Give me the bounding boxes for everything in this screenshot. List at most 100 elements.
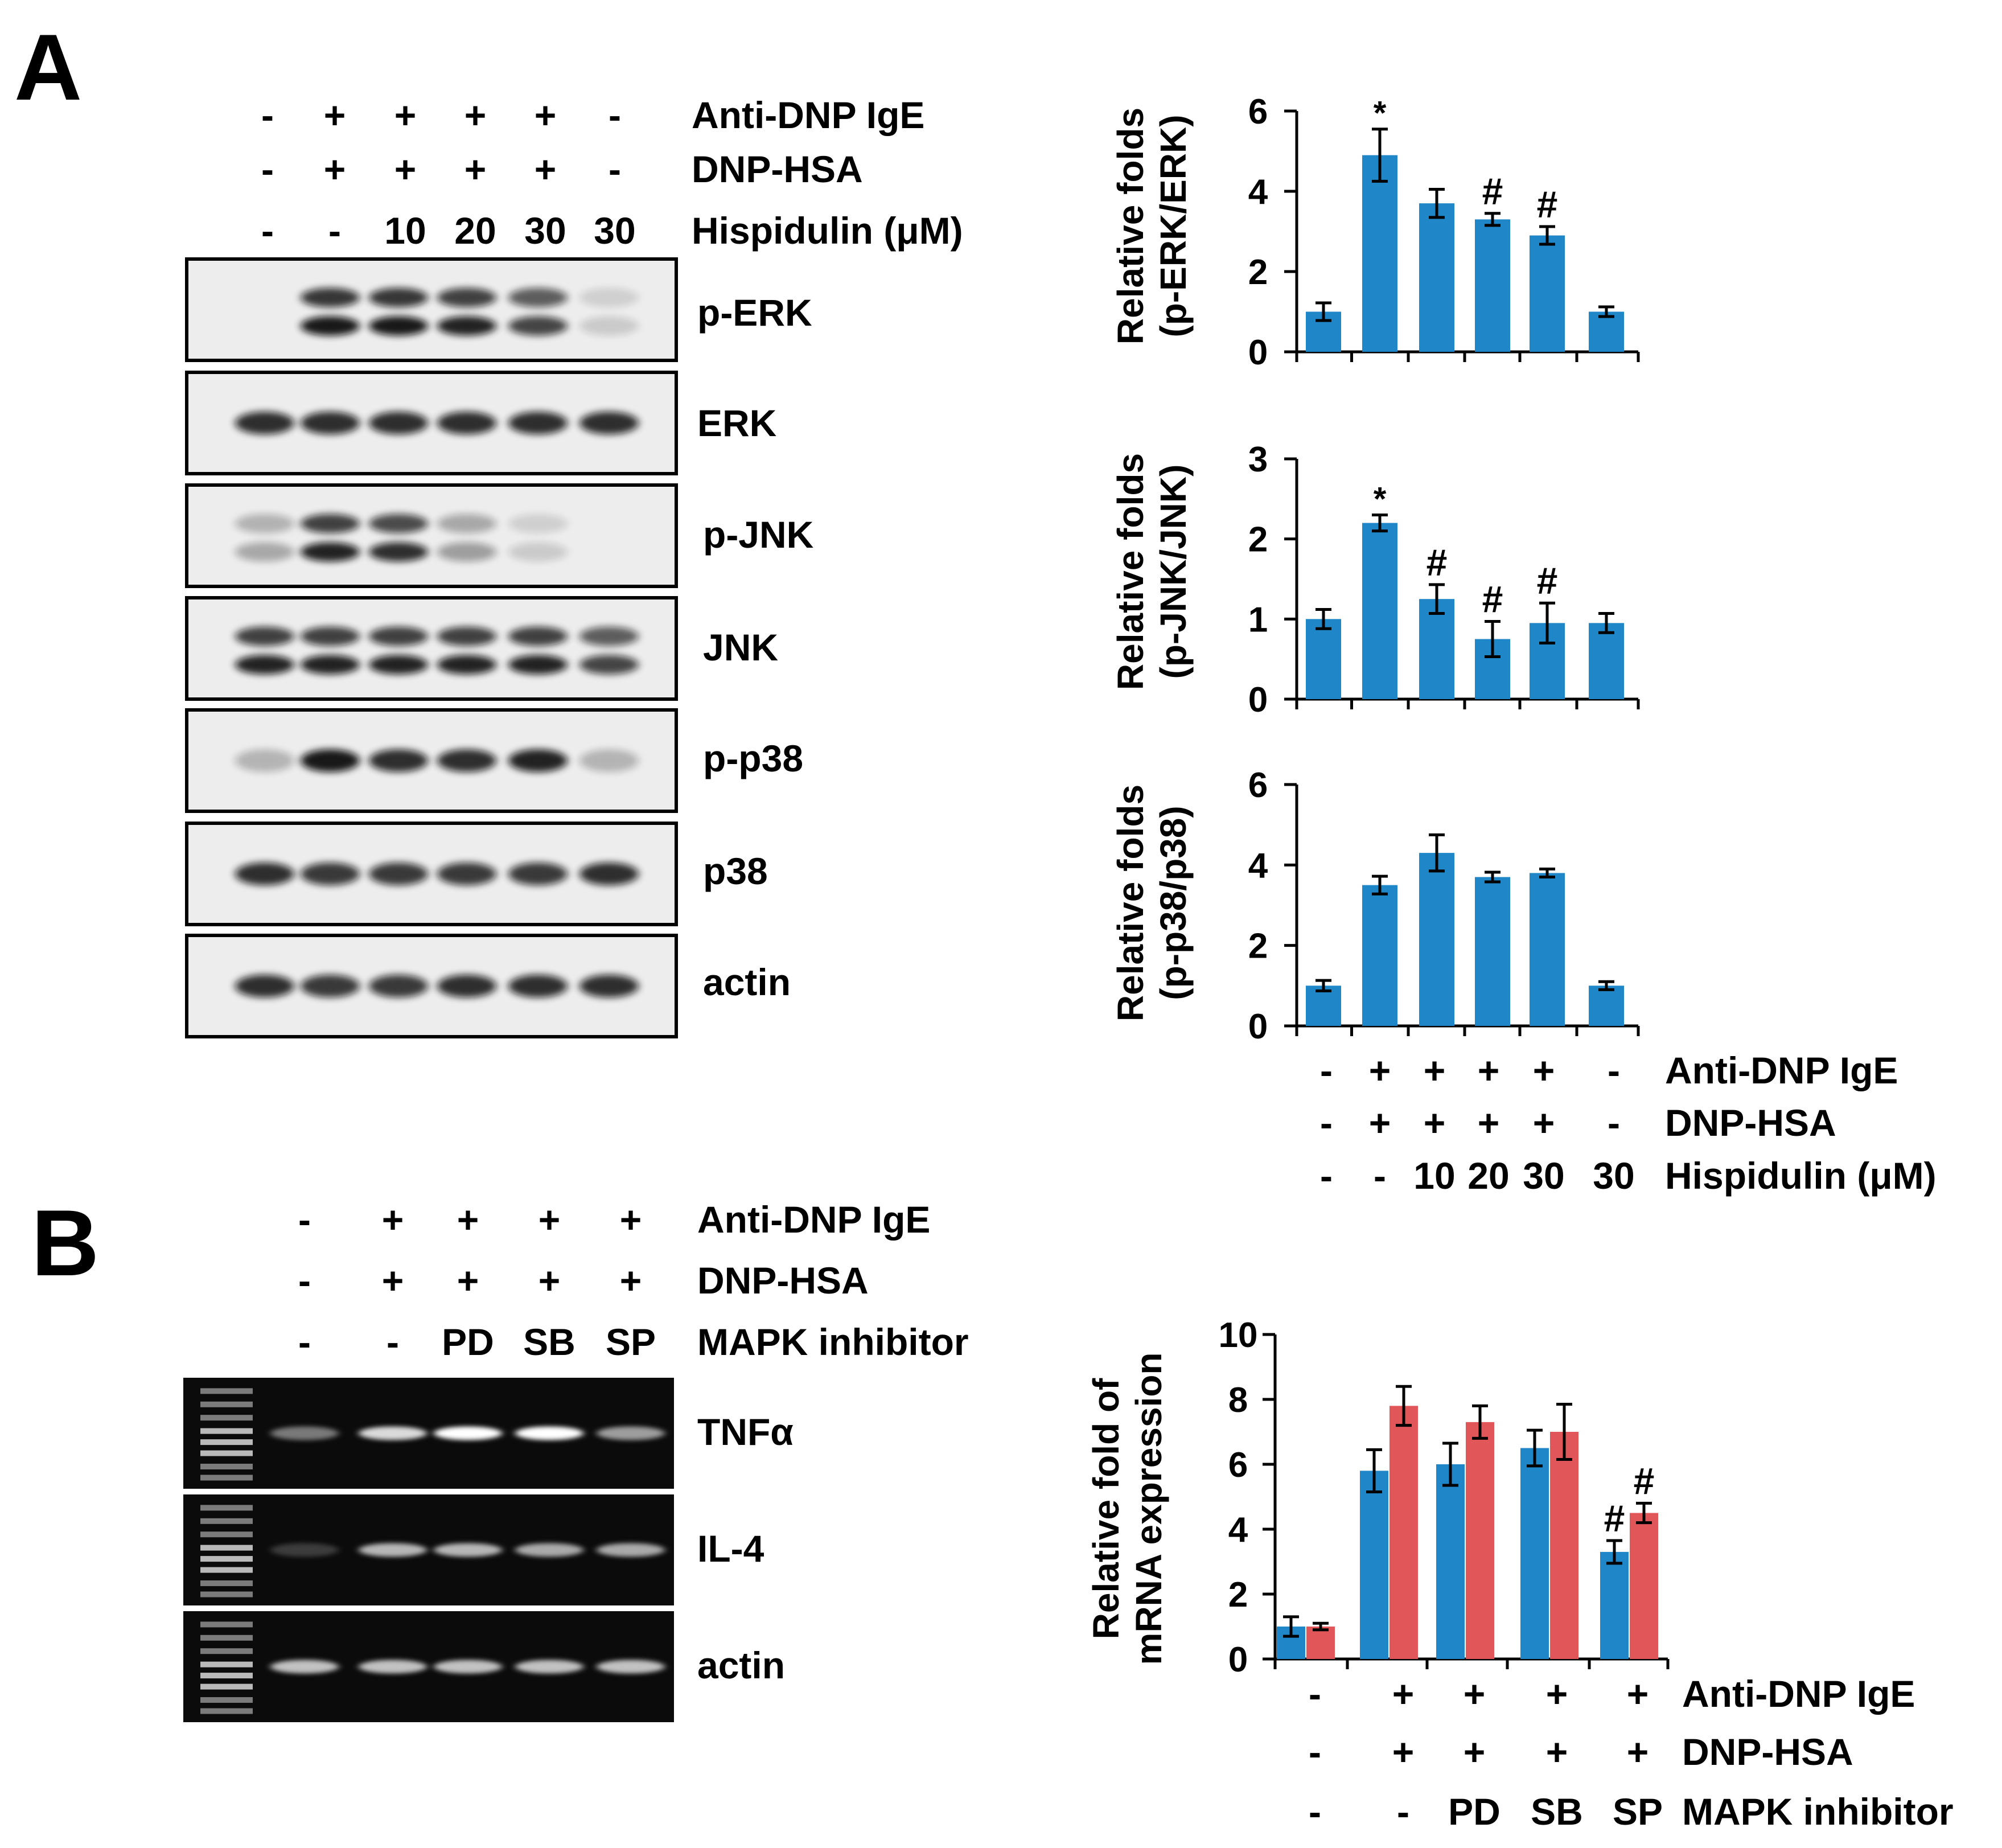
gel-band [434,1543,502,1557]
treatment-value: + [324,148,346,190]
blot-band [369,288,428,307]
blot-band [437,514,496,533]
treatment-value: + [1533,1102,1555,1144]
bar [1390,1406,1418,1659]
blot-band [369,975,428,997]
gel-band [515,1660,583,1674]
bar-chart-mrna: Relative fold of mRNA expression 0 2 4 6 8 10… [1086,1316,1670,1679]
treatment-value: - [609,148,621,190]
blot-band [437,749,496,772]
bar [1589,311,1624,352]
blot-band [301,514,360,533]
gel-ladder-band [200,1518,253,1524]
treatment-value: + [620,1198,642,1241]
blot-band [508,626,568,646]
treatment-value: 10 [1413,1155,1455,1197]
bar [1362,155,1397,352]
blot-label: p-JNK [703,514,814,556]
bar-chart-p-p38: Relative folds (p-p38/p38) 0 2 4 6 [1110,766,1640,1046]
significance-mark: # [1634,1460,1655,1502]
treatment-value: + [535,94,557,136]
treatment-value: + [538,1259,561,1301]
blot-band [235,749,294,772]
blot-band [301,288,360,307]
treatment-value: + [1369,1102,1391,1144]
y-tick-label: 2 [1248,927,1268,966]
significance-mark: # [1482,170,1503,212]
treatment-value: - [261,210,274,252]
y-axis-title: (p-JNK/JNK) [1153,465,1194,679]
gel-ladder-band [200,1415,253,1421]
gel-ladder-band [200,1697,253,1703]
blot-band [437,542,496,562]
gel-frame [183,1611,674,1722]
blot-band [235,412,294,434]
blot-band [369,542,428,562]
blot-band [579,288,639,307]
blot-band [235,863,294,885]
blot-band [301,655,360,675]
treatment-value: PD [442,1321,494,1363]
y-tick-label: 3 [1248,440,1268,479]
gel-ladder-band [200,1505,253,1511]
treatment-value: 30 [594,210,635,252]
treatment-label: Anti-DNP IgE [1682,1673,1915,1715]
treatment-label: DNP-HSA [1665,1102,1836,1144]
blot-band [508,655,568,675]
blot-label: actin [703,961,791,1003]
treatment-value: + [1464,1673,1486,1715]
treatment-value: - [298,1321,311,1363]
gel-band [270,1543,339,1557]
blot-band [508,863,568,885]
blot-band [369,863,428,885]
y-axis-title: Relative folds [1110,785,1151,1021]
treatment-value: - [1309,1673,1321,1715]
treatment-value: + [324,94,346,136]
y-tick-label: 0 [1248,1007,1268,1046]
treatment-value: - [261,148,274,190]
blot-band [579,863,639,885]
blot-band [579,749,639,772]
blot-band [437,975,496,997]
treatment-value: + [1424,1049,1446,1091]
y-axis-title: Relative folds [1110,108,1151,344]
treatment-value: + [1627,1731,1649,1773]
treatment-values: - + + + + - + + + + - - PD SB SP [298,1198,656,1363]
panel-a-chart-treatments: Anti-DNP IgE DNP-HSA Hispidulin (μM) - + +… [1320,1049,1937,1197]
gel-ladder-band [200,1567,253,1573]
treatment-value: - [1397,1790,1409,1833]
panel-b-chart-treatments: Anti-DNP IgE DNP-HSA MAPK inhibitor - + + +… [1309,1673,1954,1833]
treatment-value: SB [1531,1790,1583,1833]
blot-band [437,288,496,307]
treatment-value: + [394,148,417,190]
y-axis-title: (p-p38/p38) [1153,806,1194,1000]
treatment-value: + [457,1259,479,1301]
treatment-label: Hispidulin (μM) [692,210,963,252]
treatment-value: SP [1613,1790,1663,1833]
gel-ladder-band [200,1635,253,1641]
significance-mark: # [1604,1497,1625,1539]
bar [1306,1627,1335,1659]
y-axis-title: mRNA expression [1128,1353,1169,1665]
treatment-row: DNP-HSA [692,148,863,190]
gel-band [597,1660,665,1674]
treatment-value: + [1533,1049,1555,1091]
gel-ladder-band [200,1475,253,1481]
treatment-value: + [620,1259,642,1301]
gel-ladder-band [200,1401,253,1407]
y-tick-label: 8 [1228,1381,1248,1420]
treatment-label: MAPK inhibitor [697,1321,969,1363]
gel-label: TNFα [697,1411,794,1453]
treatment-value: + [1464,1731,1486,1773]
bar [1436,1464,1465,1659]
blot-label: ERK [697,402,777,444]
blot-band [301,749,360,772]
gel-ladder-band [200,1439,253,1445]
gel-ladder-band [200,1531,253,1538]
y-tick-label: 2 [1248,253,1268,292]
blot-band [437,412,496,434]
bar [1475,877,1510,1026]
y-tick-label: 6 [1248,766,1268,805]
gel-ladder-band [200,1545,253,1551]
bar [1466,1422,1494,1659]
